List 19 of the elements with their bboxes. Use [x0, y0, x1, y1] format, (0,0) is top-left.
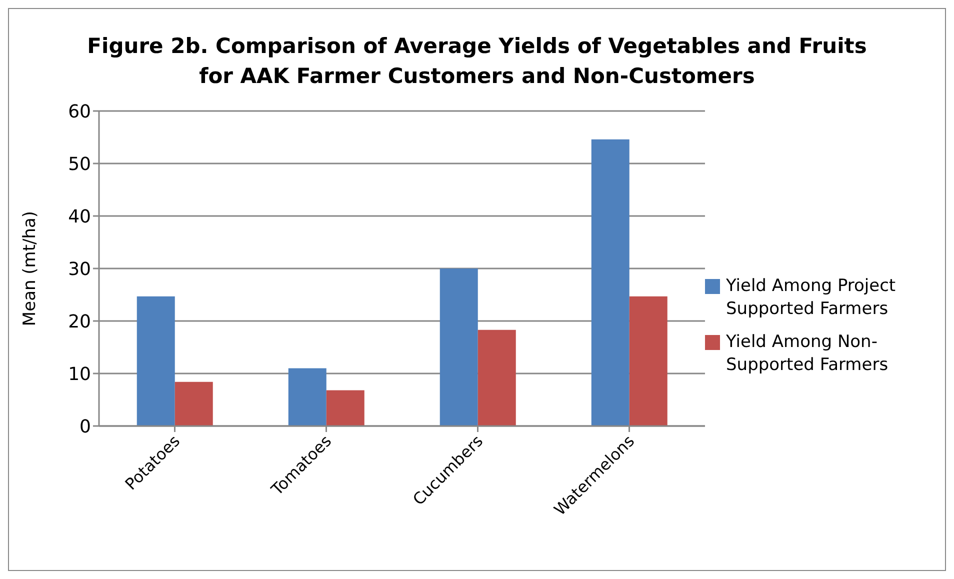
bar	[174, 382, 213, 426]
y-tick-label: 50	[68, 154, 91, 175]
bar	[136, 296, 175, 426]
legend-label: Yield Among Project Supported Farmers	[726, 275, 897, 321]
y-tick-label: 20	[68, 311, 91, 332]
y-tick-label: 40	[68, 206, 91, 228]
bar	[326, 390, 364, 426]
bar	[288, 368, 326, 426]
bar	[440, 268, 478, 426]
y-tick-label: 60	[68, 101, 91, 122]
y-tick-label: 10	[68, 364, 91, 385]
chart-title: Figure 2b. Comparison of Average Yields of Vegetables and Fruits for AAK Farmer Customers and Non-Customers	[86, 33, 868, 90]
y-tick-label: 30	[68, 258, 91, 280]
bar	[478, 330, 516, 426]
y-tick-label: 0	[80, 416, 91, 438]
legend-label: Yield Among Non-Supported Farmers	[726, 331, 890, 377]
y-axis-title: Mean (mt/ha)	[20, 210, 40, 326]
bar	[629, 296, 668, 426]
bar	[591, 139, 630, 426]
